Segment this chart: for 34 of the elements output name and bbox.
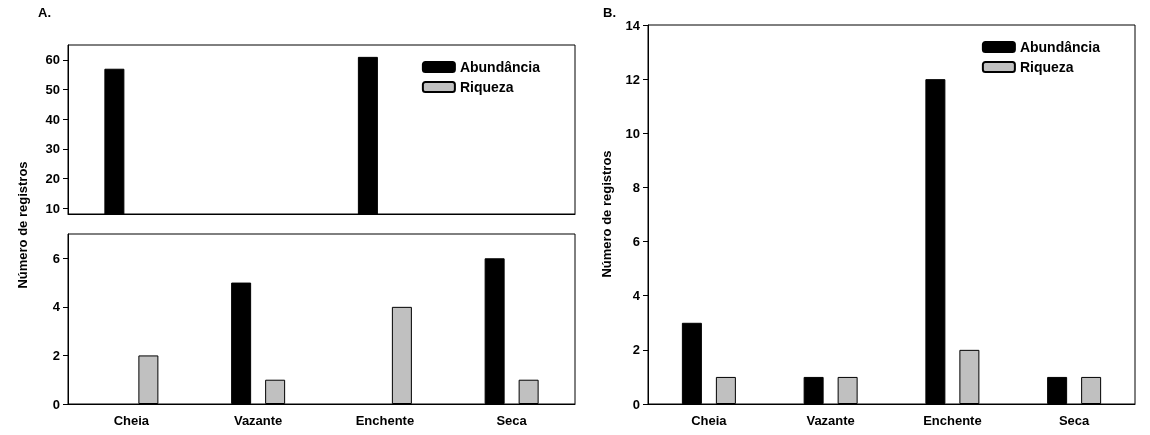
y-tick-label: 60 <box>45 52 60 68</box>
x-tick-label: Cheia <box>691 413 728 428</box>
x-tick-label: Cheia <box>113 413 150 428</box>
chart-title: A. <box>38 5 51 20</box>
y-tick-label: 4 <box>632 288 641 304</box>
y-tick-label: 50 <box>45 81 60 97</box>
y-tick-label: 20 <box>45 170 60 186</box>
y-tick-label: 2 <box>632 342 640 358</box>
y-tick-label: 6 <box>632 234 640 250</box>
y-tick-label: 6 <box>52 250 60 266</box>
y-tick-label: 30 <box>45 141 60 157</box>
y-tick-label: 0 <box>52 396 60 412</box>
y-tick-label: 2 <box>52 347 60 363</box>
y-tick-label: 14 <box>625 17 641 33</box>
y-axis-title: Número de registros <box>14 161 30 289</box>
x-tick-label: Seca <box>1058 413 1091 428</box>
y-axis-title: Número de registros <box>598 150 614 278</box>
x-tick-label: Enchente <box>355 413 415 428</box>
y-tick-label: 10 <box>625 125 640 141</box>
y-tick-label: 4 <box>52 299 61 315</box>
chart-title: B. <box>603 5 616 20</box>
x-tick-label: Seca <box>496 413 528 428</box>
legend-label: Riqueza <box>1019 59 1074 75</box>
y-tick-label: 8 <box>632 179 640 195</box>
legend-label: Riqueza <box>459 79 514 95</box>
y-tick-label: 0 <box>632 396 640 412</box>
y-tick-label: 40 <box>45 111 60 127</box>
x-tick-label: Vazante <box>806 413 855 428</box>
y-tick-label: 12 <box>625 71 640 87</box>
legend-label: Abundância <box>1019 39 1101 55</box>
x-tick-label: Vazante <box>233 413 283 428</box>
y-tick-label: 10 <box>45 200 60 216</box>
legend-label: Abundância <box>459 59 541 75</box>
x-tick-label: Enchente <box>923 413 982 428</box>
